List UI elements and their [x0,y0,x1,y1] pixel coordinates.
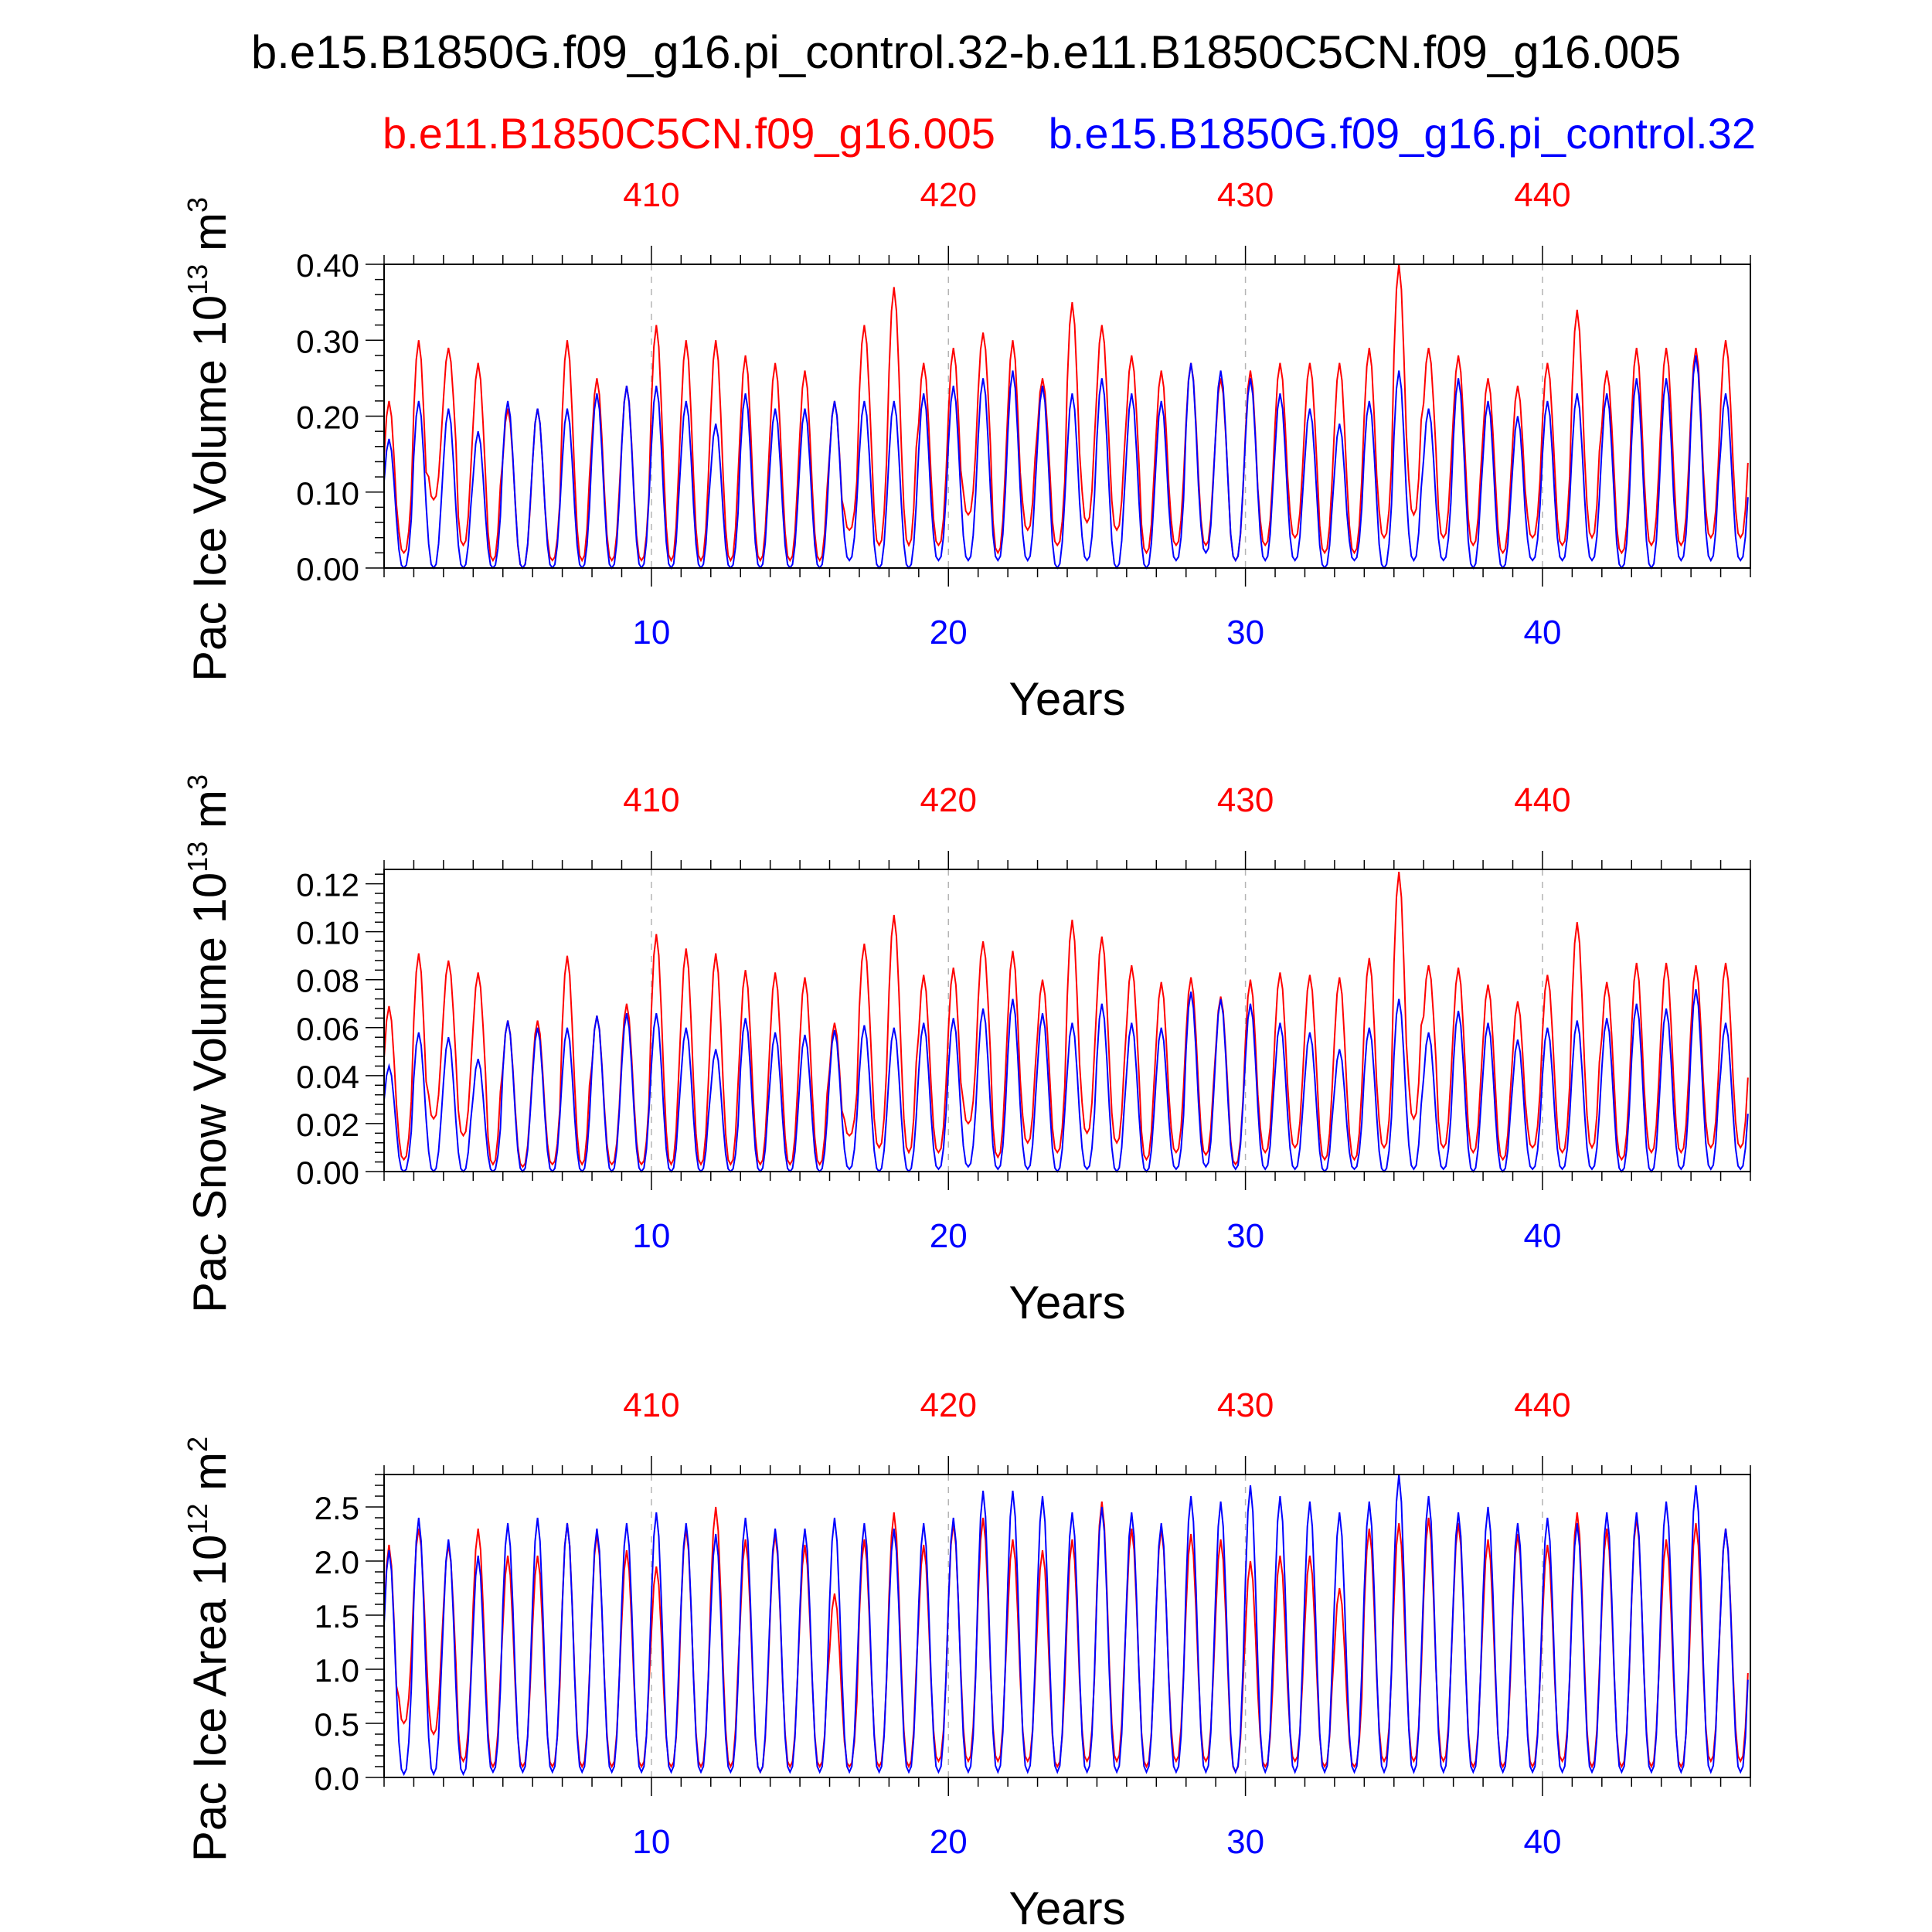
x-tick-label-top: 440 [1514,1386,1570,1424]
y-tick-label: 0.30 [296,323,359,359]
x-tick-label-top: 420 [920,781,977,819]
y-tick-label: 0.00 [296,551,359,587]
y-tick-label: 0.10 [296,475,359,512]
chart-panel-2: 0.00 0.02 0.04 0.06 0.08 0.10 0.12 10 20 30 40 410 4… [182,774,1751,1328]
y-tick-label: 0.0 [315,1760,359,1797]
x-axis-label: Years [1009,673,1125,725]
x-tick-label-bottom: 10 [632,1217,670,1255]
x-tick-label-bottom: 10 [632,614,670,651]
y-tick-label: 0.10 [296,915,359,951]
x-tick-label-top: 410 [623,176,679,214]
y-axis-label: Pac Ice Volume 1013 m3 [182,197,236,682]
legend-blue-label: b.e15.B1850G.f09_g16.pi_control.32 [1049,109,1756,158]
y-tick-label: 0.04 [296,1059,359,1095]
y-tick-label: 0.06 [296,1011,359,1047]
series-line-blue [383,355,1749,570]
x-tick-label-top: 430 [1217,176,1274,214]
panels: 0.00 0.10 0.20 0.30 0.40 10 20 30 40 410 420 430 440… [182,176,1751,1932]
y-axis-label: Pac Snow Volume 1013 m3 [182,774,236,1313]
x-tick-label-bottom: 40 [1523,614,1561,651]
x-tick-label-bottom: 20 [930,614,968,651]
y-tick-label: 1.5 [315,1598,359,1634]
x-tick-label-bottom: 10 [632,1823,670,1861]
x-tick-label-top: 410 [623,1386,679,1424]
x-tick-label-bottom: 40 [1523,1217,1561,1255]
x-tick-label-top: 430 [1217,781,1274,819]
y-tick-label: 0.5 [315,1706,359,1743]
x-tick-label-bottom: 40 [1523,1823,1561,1861]
y-tick-label: 0.20 [296,400,359,436]
x-tick-label-bottom: 30 [1226,1217,1264,1255]
y-tick-label: 0.00 [296,1155,359,1191]
y-tick-label: 0.02 [296,1107,359,1143]
series-line-red [383,264,1749,570]
plot-frame [383,869,1751,1172]
y-tick-label: 0.12 [296,867,359,903]
y-tick-label: 0.08 [296,963,359,999]
x-tick-label-top: 430 [1217,1386,1274,1424]
series-line-red [383,872,1749,1168]
y-axis-label: Pac Ice Area 1012 m2 [182,1437,236,1862]
y-tick-label: 2.0 [315,1544,359,1580]
chart-panel-1: 0.00 0.10 0.20 0.30 0.40 10 20 30 40 410 420 430 440… [182,176,1751,725]
plot-frame [383,264,1751,569]
x-tick-label-bottom: 30 [1226,614,1264,651]
x-tick-label-bottom: 20 [930,1217,968,1255]
legend-red-label: b.e11.B1850C5CN.f09_g16.005 [383,109,995,158]
y-tick-label: 0.40 [296,247,359,284]
x-axis-label: Years [1009,1277,1125,1328]
y-tick-label: 1.0 [315,1652,359,1689]
series-line-blue [383,1474,1749,1777]
plot-frame [383,1474,1751,1778]
chart-panel-3: 0.0 0.5 1.0 1.5 2.0 2.5 10 20 30 40 410 420 430 440 Ye… [182,1386,1751,1932]
x-tick-label-top: 440 [1514,176,1570,214]
x-tick-label-bottom: 20 [930,1823,968,1861]
x-tick-label-top: 420 [920,1386,977,1424]
x-tick-label-top: 440 [1514,781,1570,819]
figure-title: b.e15.B1850G.f09_g16.pi_control.32-b.e11… [251,26,1681,78]
x-tick-label-bottom: 30 [1226,1823,1264,1861]
x-tick-label-top: 420 [920,176,977,214]
y-tick-label: 2.5 [315,1490,359,1526]
x-axis-label: Years [1009,1883,1125,1932]
x-tick-label-top: 410 [623,781,679,819]
